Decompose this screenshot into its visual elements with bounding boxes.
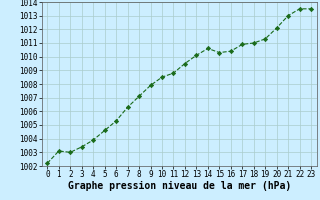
X-axis label: Graphe pression niveau de la mer (hPa): Graphe pression niveau de la mer (hPa) [68,181,291,191]
